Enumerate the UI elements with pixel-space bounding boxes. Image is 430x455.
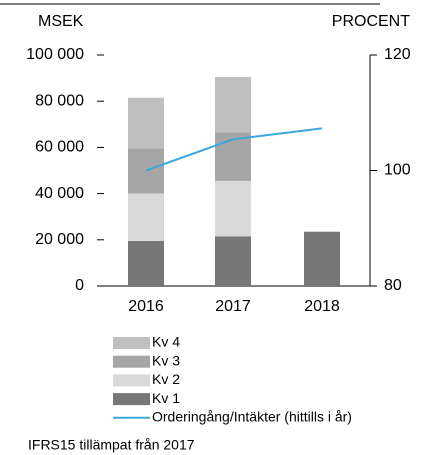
y2-tick-label: 100 — [384, 162, 411, 179]
bar-segment — [304, 231, 340, 286]
note: IFRS15 tillämpat från 2017 — [28, 437, 195, 453]
bar-segment — [215, 132, 251, 181]
y-tick-label: 100 000 — [26, 46, 84, 63]
bar-segment — [215, 236, 251, 286]
legend-swatch — [113, 374, 150, 387]
legend-label: Kv 1 — [152, 390, 180, 406]
bar-segment — [128, 148, 164, 194]
bar-segment — [215, 76, 251, 133]
legend-label: Kv 4 — [152, 334, 180, 350]
y2-tick-label: 80 — [384, 277, 402, 294]
y-tick-label: 60 000 — [35, 139, 84, 156]
y-tick-label: 80 000 — [35, 92, 84, 109]
bar-segment — [128, 240, 164, 286]
legend-swatch — [113, 393, 150, 406]
y2-tick-label: 120 — [384, 46, 411, 63]
bar-segment — [215, 180, 251, 237]
legend-label: Kv 3 — [152, 352, 180, 368]
legend-label: Orderingång/Intäkter (hittills i år) — [152, 409, 352, 425]
y-tick-label: 20 000 — [35, 231, 84, 248]
y-tick-label: 0 — [75, 277, 84, 294]
x-tick-label: 2018 — [304, 298, 340, 315]
bar-segment — [128, 193, 164, 241]
bar-segment — [128, 97, 164, 149]
x-tick-label: 2016 — [128, 298, 164, 315]
x-tick-label: 2017 — [215, 298, 251, 315]
line — [145, 127, 323, 172]
legend-swatch — [113, 337, 150, 349]
y2-axis-label: PROCENT — [332, 13, 410, 30]
legend-label: Kv 2 — [152, 371, 180, 387]
y-tick-label: 40 000 — [35, 185, 84, 202]
legend-swatch — [113, 355, 150, 368]
y-axis-label: MSEK — [38, 13, 84, 30]
